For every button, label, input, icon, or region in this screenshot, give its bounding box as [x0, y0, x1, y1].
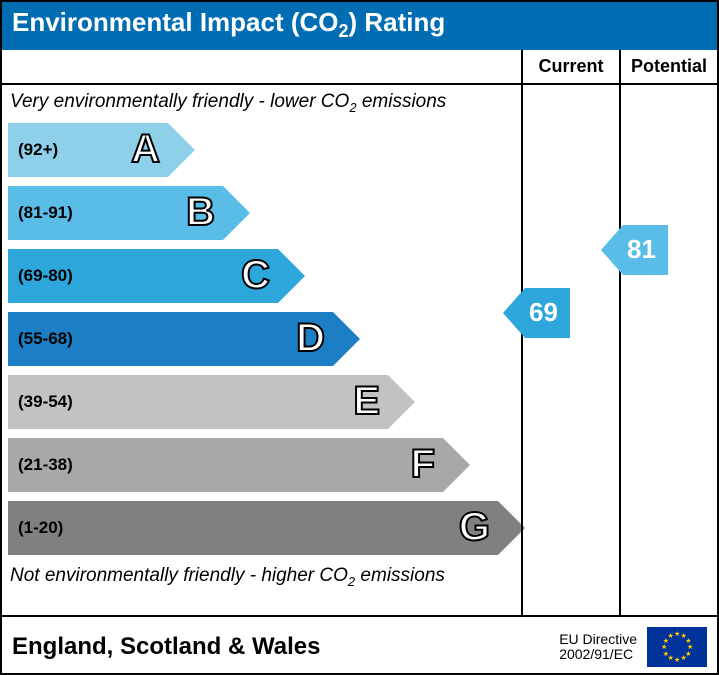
band-bar-f: (21-38) F	[8, 438, 443, 492]
band-letter-b: B	[186, 190, 217, 235]
title-text-sub: 2	[339, 21, 349, 41]
current-pointer: 69	[503, 288, 570, 338]
eu-directive-text: EU Directive 2002/91/EC	[559, 632, 637, 663]
band-row-f: (21-38) F	[8, 435, 521, 495]
current-column: 69	[521, 85, 619, 615]
header-spacer	[2, 50, 521, 83]
band-bar-d: (55-68) D	[8, 312, 333, 366]
band-letter-c: C	[241, 253, 272, 298]
bands-column: Very environmentally friendly - lower CO…	[2, 85, 521, 615]
band-letter-a: A	[131, 127, 162, 172]
band-row-g: (1-20) G	[8, 498, 521, 558]
potential-pointer-box: 81	[623, 225, 668, 275]
band-letter-g: G	[459, 505, 492, 550]
band-range-b: (81-91)	[18, 203, 73, 223]
band-range-a: (92+)	[18, 140, 58, 160]
band-row-b: (81-91) B	[8, 183, 521, 243]
current-pointer-box: 69	[525, 288, 570, 338]
potential-pointer-arrow	[601, 225, 623, 275]
band-row-c: (69-80) C	[8, 246, 521, 306]
potential-value: 81	[627, 234, 656, 265]
band-bar-g: (1-20) G	[8, 501, 498, 555]
chart-body: Very environmentally friendly - lower CO…	[2, 85, 717, 615]
eu-star: ★	[681, 654, 687, 662]
band-range-d: (55-68)	[18, 329, 73, 349]
friendly-text-top: Very environmentally friendly - lower CO…	[2, 85, 521, 117]
band-bar-arrow	[443, 438, 470, 492]
band-bar-b: (81-91) B	[8, 186, 223, 240]
band-bar-arrow	[223, 186, 250, 240]
band-row-d: (55-68) D	[8, 309, 521, 369]
band-range-c: (69-80)	[18, 266, 73, 286]
potential-column-header: Potential	[619, 50, 717, 83]
band-letter-e: E	[353, 379, 382, 424]
footer-region: England, Scotland & Wales	[12, 633, 320, 661]
potential-column: 81	[619, 85, 717, 615]
bands-container: (92+) A (81-91) B (69-80) C (55-68) D (39-54) E (2…	[2, 120, 521, 558]
band-bar-arrow	[333, 312, 360, 366]
eu-star: ★	[668, 632, 674, 640]
band-row-e: (39-54) E	[8, 372, 521, 432]
band-bar-arrow	[278, 249, 305, 303]
band-range-e: (39-54)	[18, 392, 73, 412]
title-bar: Environmental Impact (CO2) Rating	[2, 2, 717, 50]
title-text-suffix: ) Rating	[349, 7, 446, 37]
band-bar-a: (92+) A	[8, 123, 168, 177]
eu-star: ★	[674, 656, 680, 664]
current-pointer-arrow	[503, 288, 525, 338]
band-bar-e: (39-54) E	[8, 375, 388, 429]
footer: England, Scotland & Wales EU Directive 2…	[2, 615, 717, 675]
epc-environmental-rating: Environmental Impact (CO2) Rating Curren…	[0, 0, 719, 675]
footer-right: EU Directive 2002/91/EC ★★★★★★★★★★★★	[559, 627, 707, 667]
band-range-g: (1-20)	[18, 518, 63, 538]
current-column-header: Current	[521, 50, 619, 83]
band-letter-f: F	[411, 442, 437, 487]
band-range-f: (21-38)	[18, 455, 73, 475]
potential-pointer: 81	[601, 225, 668, 275]
band-bar-c: (69-80) C	[8, 249, 278, 303]
column-header-row: Current Potential	[2, 50, 717, 85]
title-text-prefix: Environmental Impact (CO	[12, 7, 339, 37]
eu-star: ★	[674, 630, 680, 638]
band-bar-arrow	[168, 123, 195, 177]
eu-flag-icon: ★★★★★★★★★★★★	[647, 627, 707, 667]
band-bar-arrow	[388, 375, 415, 429]
band-letter-d: D	[296, 316, 327, 361]
band-row-a: (92+) A	[8, 120, 521, 180]
current-value: 69	[529, 297, 558, 328]
friendly-text-bottom: Not environmentally friendly - higher CO…	[2, 561, 521, 591]
